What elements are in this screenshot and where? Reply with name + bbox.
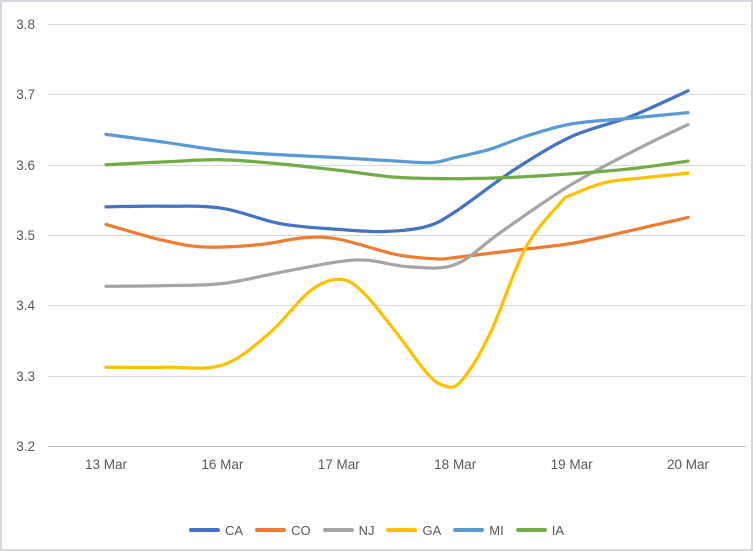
legend-swatch-GA (386, 528, 418, 532)
legend-swatch-IA (515, 528, 547, 532)
x-tick-label: 16 Mar (201, 457, 244, 472)
legend-label-NJ: NJ (358, 522, 375, 538)
legend-label-CO: CO (291, 522, 311, 538)
series-line-CO (104, 215, 690, 261)
legend-item-CA: CA (189, 524, 243, 537)
legend-item-MI: MI (453, 522, 504, 538)
x-tick-label: 13 Mar (85, 457, 128, 472)
x-tick-label: 18 Mar (434, 457, 477, 472)
y-tick-label: 3.2 (16, 439, 35, 454)
x-tick-label: 20 Mar (667, 457, 710, 472)
series-line-NJ (104, 122, 690, 288)
legend-swatch-CO (255, 528, 287, 532)
legend-item-IA: IA (515, 522, 564, 538)
x-tick-label: 17 Mar (318, 457, 361, 472)
y-tick-label: 3.7 (16, 87, 35, 102)
legend-swatch-MI (453, 528, 485, 532)
legend-label-MI: MI (489, 522, 504, 538)
legend-label-IA: IA (551, 522, 564, 538)
legend-label-CA: CA (225, 522, 244, 538)
series-line-IA (104, 158, 690, 181)
legend-label-GA: GA (422, 522, 442, 538)
series-line-GA (104, 171, 690, 389)
y-tick-label: 3.8 (16, 17, 35, 32)
legend-swatch-NJ (322, 528, 354, 532)
legend-swatch-CA (189, 528, 220, 532)
y-tick-label: 3.3 (16, 369, 35, 384)
y-tick-label: 3.6 (16, 158, 35, 173)
x-tick-label: 19 Mar (551, 457, 594, 472)
series-line-MI (104, 110, 690, 165)
legend-item-CO: CO (255, 524, 311, 537)
chart-legend: CA CO NJ GA MI IA (2, 519, 751, 541)
y-tick-label: 3.5 (16, 228, 35, 243)
legend-item-GA: GA (386, 524, 441, 537)
series-line-CA (104, 89, 690, 234)
y-tick-label: 3.4 (16, 298, 35, 313)
legend-item-NJ: NJ (322, 522, 375, 538)
